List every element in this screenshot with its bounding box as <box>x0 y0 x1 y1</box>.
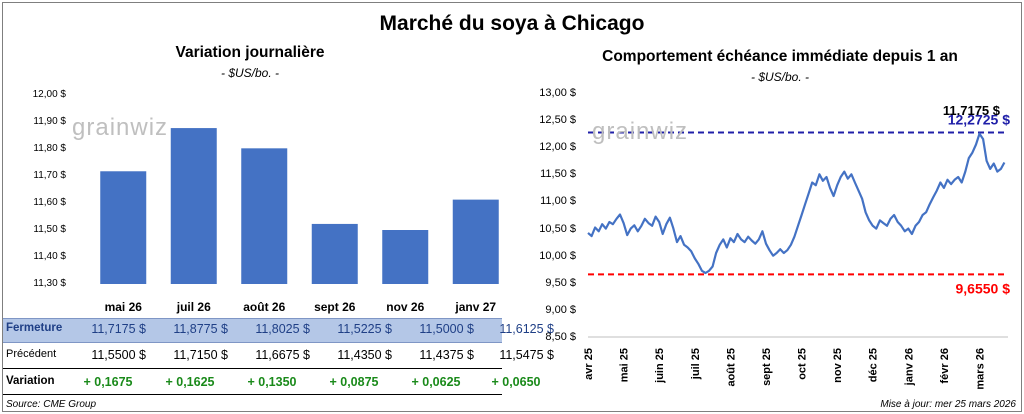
bar-chart-unit: - $US/bo. - <box>220 66 280 80</box>
bar-3 <box>311 223 358 284</box>
fermeture-row-bg <box>3 318 502 343</box>
bar-y-tick: 11,60 $ <box>33 197 66 208</box>
precedent-cell: 11,4350 $ <box>337 348 392 362</box>
variation-cell: + 0,1350 <box>247 375 297 389</box>
precedent-label: Précédent <box>6 348 57 360</box>
bar-category: août 26 <box>243 300 286 314</box>
precedent-cell: 11,7150 $ <box>173 348 228 362</box>
fermeture-cell: 11,7175 $ <box>91 322 146 336</box>
bar-category: janv 27 <box>455 300 497 314</box>
line-x-tick: juin 25 <box>654 348 666 384</box>
update-note: Mise à jour: mer 25 mars 2026 <box>880 399 1016 410</box>
bar-1 <box>170 128 217 284</box>
bar-0 <box>100 171 147 284</box>
fermeture-cell: 11,5000 $ <box>419 322 474 336</box>
bar-y-tick: 11,90 $ <box>33 116 66 127</box>
variation-cell: + 0,1625 <box>165 375 215 389</box>
bar-category: sept 26 <box>314 300 356 314</box>
line-x-tick: oct 25 <box>797 348 809 380</box>
bar-watermark: grainwiz <box>72 114 169 141</box>
line-x-tick: août 25 <box>725 348 737 387</box>
fermeture-cell: 11,8025 $ <box>255 322 310 336</box>
bar-category: juil 26 <box>176 300 211 314</box>
table-divider-bottom <box>3 394 502 395</box>
line-y-tick: 10,00 $ <box>539 249 576 262</box>
precedent-cell: 11,5500 $ <box>91 348 146 362</box>
low-price-label: 9,6550 $ <box>956 280 1011 296</box>
fermeture-cell: 11,6125 $ <box>499 322 554 336</box>
precedent-cell: 11,4375 $ <box>419 348 474 362</box>
line-x-tick: sept 25 <box>761 348 773 386</box>
source-note: Source: CME Group <box>6 399 97 410</box>
line-y-tick: 12,00 $ <box>539 141 576 154</box>
high-price-label: 12,2725 $ <box>948 111 1010 127</box>
variation-cell: + 0,0625 <box>411 375 461 389</box>
line-x-tick: févr 26 <box>939 348 951 383</box>
fermeture-cell: 11,5225 $ <box>337 322 392 336</box>
variation-label: Variation <box>6 375 55 387</box>
variation-cell: + 0,0875 <box>329 375 379 389</box>
line-x-tick: mars 26 <box>975 348 987 390</box>
precedent-cell: 11,6675 $ <box>255 348 310 362</box>
bar-5 <box>452 199 499 284</box>
bar-y-tick: 11,40 $ <box>33 251 66 262</box>
line-y-tick: 12,50 $ <box>539 114 576 127</box>
line-x-tick: mai 25 <box>619 348 631 382</box>
bar-y-tick: 11,30 $ <box>33 278 66 289</box>
bar-y-tick: 11,80 $ <box>33 143 66 154</box>
bar-y-tick: 11,70 $ <box>33 170 66 181</box>
bar-category: nov 26 <box>386 300 425 314</box>
line-x-tick: janv 26 <box>903 348 915 386</box>
fermeture-cell: 11,8775 $ <box>173 322 228 336</box>
price-series-line <box>587 132 1006 275</box>
line-y-tick: 9,50 $ <box>545 276 576 289</box>
line-watermark: grainwiz <box>592 118 689 145</box>
line-y-tick: 8,50 $ <box>545 331 576 343</box>
table-divider-top <box>3 368 502 369</box>
line-y-tick: 10,50 $ <box>539 222 576 235</box>
variation-cell: + 0,1675 <box>83 375 133 389</box>
bar-y-tick: 12,00 $ <box>32 89 66 100</box>
line-y-tick: 11,50 $ <box>540 168 576 181</box>
bar-category: mai 26 <box>104 300 142 314</box>
line-y-tick: 9,00 $ <box>545 303 576 316</box>
bar-y-tick: 11,50 $ <box>33 224 66 235</box>
line-x-tick: juil 25 <box>690 348 702 380</box>
line-y-tick: 11,00 $ <box>540 195 576 208</box>
line-x-tick: nov 25 <box>832 348 844 383</box>
line-y-tick: 13,00 $ <box>539 87 576 99</box>
precedent-cell: 11,5475 $ <box>499 348 554 362</box>
main-title: Marché du soya à Chicago <box>379 12 645 35</box>
bar-chart-title: Variation journalière <box>175 44 325 61</box>
variation-cell: + 0,0650 <box>491 375 541 389</box>
line-chart-unit: - $US/bo. - <box>750 70 810 84</box>
fermeture-label: Fermeture <box>6 322 63 334</box>
bar-2 <box>241 148 288 284</box>
line-x-tick: avr 25 <box>583 348 595 380</box>
bar-4 <box>382 230 429 284</box>
line-chart-title: Comportement échéance immédiate depuis 1… <box>602 48 958 65</box>
last-price-label: 11,7175 $ <box>943 103 1001 118</box>
line-x-tick: déc 25 <box>868 348 880 382</box>
